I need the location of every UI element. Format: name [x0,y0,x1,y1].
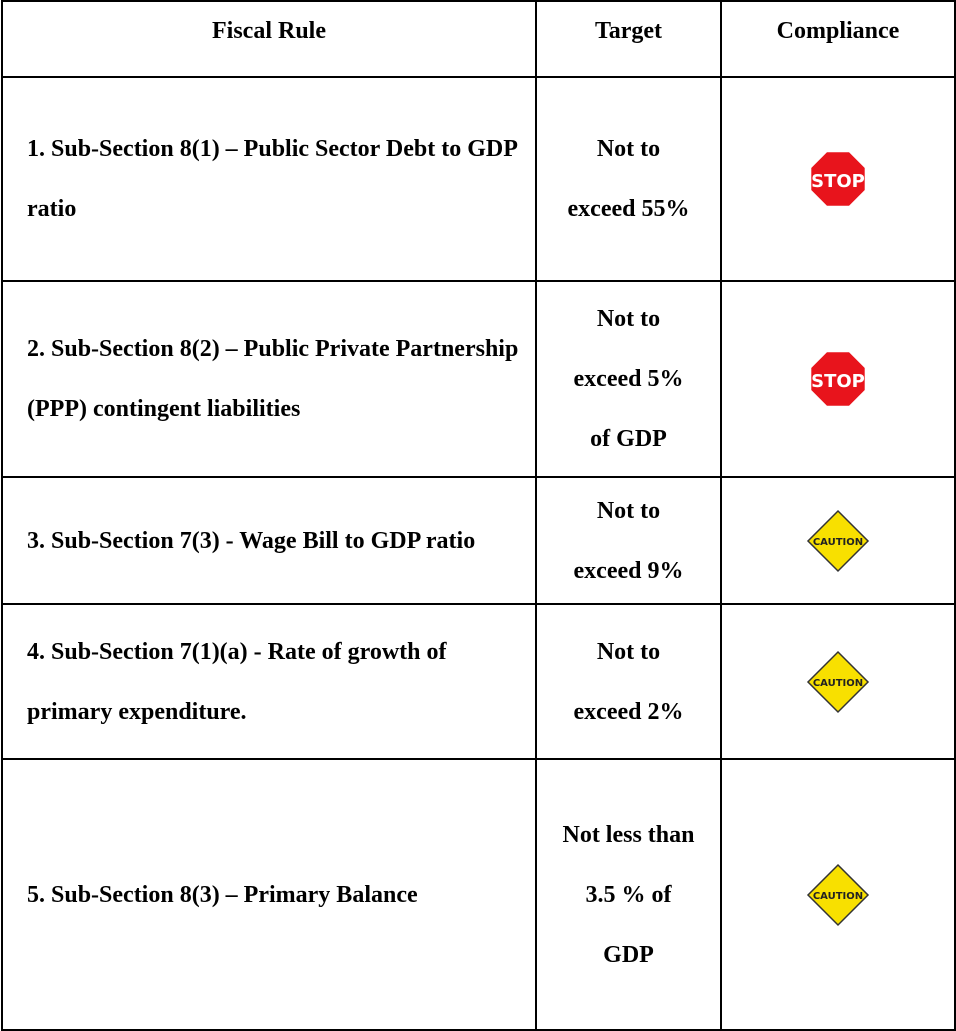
sign-shape [806,863,870,926]
target-cell: Not to exceed 9% [535,476,722,605]
caution-sign: CAUTION [806,650,870,713]
compliance-cell: CAUTION [720,476,956,605]
header-row: Fiscal Rule Target Compliance [1,0,956,78]
sign-shape [809,150,867,208]
sign-shape [809,350,867,408]
table-row: 2. Sub-Section 8(2) – Public Private Par… [1,280,956,478]
header-cell: Fiscal Rule [1,0,537,78]
sign-shape [806,509,870,572]
target-cell: Not to exceed 55% [535,76,722,282]
sign-text: CAUTION [813,537,863,548]
rule-cell: 5. Sub-Section 8(3) – Primary Balance [1,758,537,1031]
compliance-cell: CAUTION [720,603,956,760]
compliance-cell: STOP [720,76,956,282]
caution-sign: CAUTION [806,863,870,926]
compliance-cell: CAUTION [720,758,956,1031]
sign-text: STOP [811,371,865,392]
target-cell: Not less than 3.5 % of GDP [535,758,722,1031]
rule-cell: 2. Sub-Section 8(2) – Public Private Par… [1,280,537,478]
header-cell: Compliance [720,0,956,78]
rule-cell: 4. Sub-Section 7(1)(a) - Rate of growth … [1,603,537,760]
caution-sign: CAUTION [806,509,870,572]
sign-shape [806,650,870,713]
rule-cell: 3. Sub-Section 7(3) - Wage Bill to GDP r… [1,476,537,605]
table-row: 5. Sub-Section 8(3) – Primary Balance Not… [1,758,956,1031]
table-row: 4. Sub-Section 7(1)(a) - Rate of growth … [1,603,956,760]
compliance-cell: STOP [720,280,956,478]
table-row: 1. Sub-Section 8(1) – Public Sector Debt… [1,76,956,282]
target-cell: Not to exceed 2% [535,603,722,760]
sign-text: STOP [811,171,865,192]
header-cell: Target [535,0,722,78]
table-body: 1. Sub-Section 8(1) – Public Sector Debt… [1,76,956,1031]
rule-cell: 1. Sub-Section 8(1) – Public Sector Debt… [1,76,537,282]
sign-text: CAUTION [813,678,863,689]
stop-sign: STOP [809,350,867,408]
sign-text: CAUTION [813,891,863,902]
stop-sign: STOP [809,150,867,208]
target-cell: Not to exceed 5% of GDP [535,280,722,478]
table-row: 3. Sub-Section 7(3) - Wage Bill to GDP r… [1,476,956,605]
